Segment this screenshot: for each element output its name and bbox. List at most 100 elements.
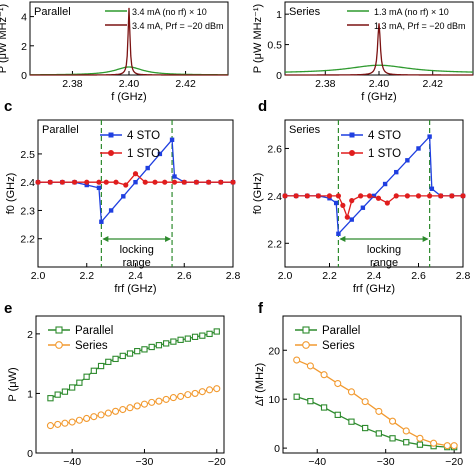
- data-point: [171, 179, 178, 185]
- data-point: [169, 394, 177, 402]
- data-point: [375, 430, 382, 437]
- data-point: [362, 424, 369, 432]
- data-point: [360, 205, 366, 210]
- data-point: [213, 385, 221, 393]
- data-point: [170, 338, 177, 345]
- legend: 3.4 mA (no rf) × 10 3.4 mA, Prf = −20 dBm: [105, 7, 224, 31]
- lock-range-annotation-line2: range: [123, 257, 151, 269]
- data-point: [61, 419, 69, 427]
- legend-marker: [55, 341, 63, 349]
- legend-marker: [108, 150, 114, 156]
- legend-label: Parallel: [75, 325, 113, 337]
- data-point: [181, 179, 187, 185]
- legend: Parallel Series: [48, 325, 113, 352]
- data-point: [306, 362, 314, 370]
- x-axis-label: frf (GHz): [114, 283, 156, 295]
- series-line: [285, 195, 463, 220]
- data-point: [112, 355, 119, 363]
- data-point: [90, 413, 98, 421]
- data-point: [320, 404, 328, 411]
- y-tick-label: 2.3: [20, 205, 35, 217]
- data-point: [335, 193, 341, 199]
- x-tick-label: −20: [445, 456, 463, 468]
- y-tick-label: 0.5: [267, 40, 282, 52]
- data-point: [177, 336, 184, 343]
- series-line: [285, 23, 473, 76]
- data-point: [145, 165, 150, 171]
- data-point: [90, 367, 97, 374]
- panel-letter-d: d: [258, 98, 267, 115]
- data-point: [97, 411, 105, 419]
- x-tick-label: −30: [377, 456, 395, 468]
- data-point: [304, 193, 310, 199]
- series-Parallel: [47, 328, 220, 402]
- data-point: [358, 193, 364, 199]
- y-tick-label: 2: [27, 329, 33, 341]
- plot-frame: [282, 315, 462, 454]
- data-point: [75, 416, 83, 424]
- legend: 1.3 mA (no rf) × 10 1.3 mA, Prf = −20 dBm: [347, 7, 466, 31]
- x-tick-label: 2.40: [119, 78, 140, 90]
- data-point: [142, 179, 148, 185]
- y-tick-label: 0: [274, 443, 280, 455]
- data-point: [366, 193, 373, 199]
- data-point: [148, 343, 155, 351]
- data-point: [83, 373, 90, 380]
- data-point: [282, 193, 288, 199]
- data-point: [133, 179, 138, 185]
- data-point: [394, 169, 399, 175]
- legend: 4 STO 1 STO: [100, 130, 160, 160]
- data-point: [218, 179, 224, 185]
- legend-marker: [55, 326, 63, 334]
- arrow-head-right: [165, 236, 172, 242]
- series-line: [30, 7, 228, 76]
- data-point: [230, 179, 236, 185]
- data-point: [460, 193, 466, 199]
- legend-label: 3.4 mA, Prf = −20 dBm: [132, 21, 224, 31]
- data-point: [191, 333, 199, 340]
- data-point: [157, 151, 163, 157]
- data-point: [449, 193, 455, 199]
- data-point: [113, 179, 119, 185]
- data-point: [61, 388, 69, 395]
- x-tick-label: −20: [208, 456, 226, 468]
- legend-label: 1 STO: [368, 148, 401, 160]
- data-point: [97, 362, 105, 370]
- data-point: [54, 420, 62, 428]
- data-point: [348, 418, 355, 425]
- data-point: [47, 179, 53, 185]
- y-tick-label: 2.4: [20, 177, 35, 189]
- x-tick-label: 2.0: [278, 270, 293, 282]
- data-point: [443, 442, 451, 450]
- data-point: [121, 194, 126, 199]
- data-point: [307, 397, 314, 405]
- legend-label: 1.3 mA, Prf = −20 dBm: [374, 21, 466, 31]
- data-point: [169, 137, 175, 142]
- y-axis-label: f0 (GHz): [252, 173, 264, 215]
- x-tick-label: 2.6: [177, 270, 192, 282]
- data-point: [126, 350, 134, 357]
- data-point: [334, 411, 341, 418]
- series-line: [296, 396, 455, 448]
- legend-marker: [302, 341, 310, 349]
- data-point: [152, 179, 158, 185]
- y-tick-label: 2.2: [267, 238, 282, 250]
- data-point: [361, 398, 369, 406]
- data-point: [96, 179, 102, 185]
- y-tick-label: 1: [27, 388, 33, 400]
- data-point: [336, 231, 341, 237]
- legend-marker: [108, 132, 114, 138]
- data-point: [404, 193, 410, 199]
- x-tick-label: −40: [63, 456, 81, 468]
- panel-letter-f: f: [258, 300, 264, 317]
- panel-letter-e: e: [4, 300, 12, 317]
- data-point: [334, 379, 342, 388]
- data-point: [108, 208, 114, 213]
- legend-label: Series: [75, 340, 108, 352]
- data-point: [415, 193, 422, 199]
- x-tick-label: 2.2: [79, 270, 94, 282]
- data-point: [206, 330, 213, 338]
- data-point: [293, 193, 299, 199]
